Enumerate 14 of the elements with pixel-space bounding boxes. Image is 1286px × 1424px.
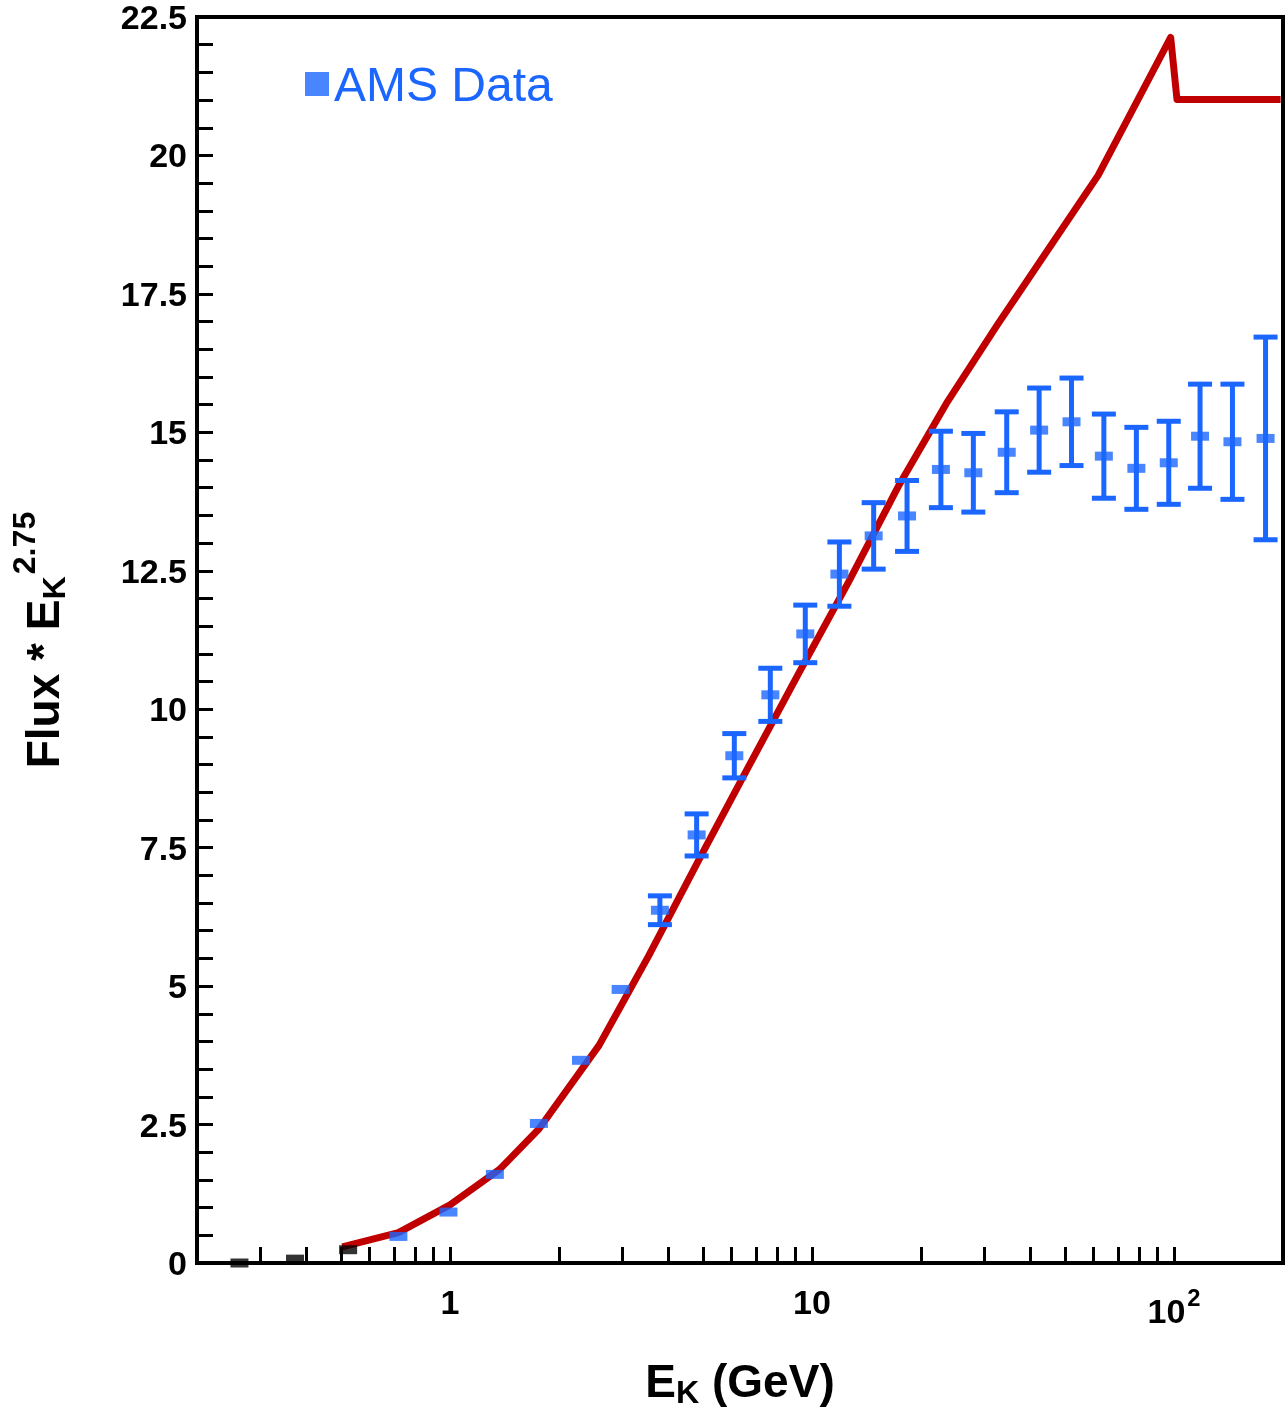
y-tick-label: 5 (168, 967, 187, 1006)
y-tick-label: 22.5 (120, 0, 187, 36)
x-tick-label: 10 (793, 1283, 831, 1321)
y-tick-label: 2.5 (139, 1105, 187, 1144)
legend-label: AMS Data (334, 57, 554, 111)
y-axis-title: Flux * EK2.75 (6, 511, 73, 769)
y-tick-label: 0 (168, 1244, 187, 1282)
y-tick-label: 17.5 (120, 274, 187, 313)
y-tick-label: 10 (149, 690, 187, 729)
y-tick-label: 15 (149, 413, 187, 452)
y-tick-label: 12.5 (120, 551, 187, 590)
y-tick-label: 7.5 (139, 828, 187, 867)
y-tick-label: 20 (149, 136, 187, 175)
x-tick-label: 1 (440, 1283, 460, 1321)
